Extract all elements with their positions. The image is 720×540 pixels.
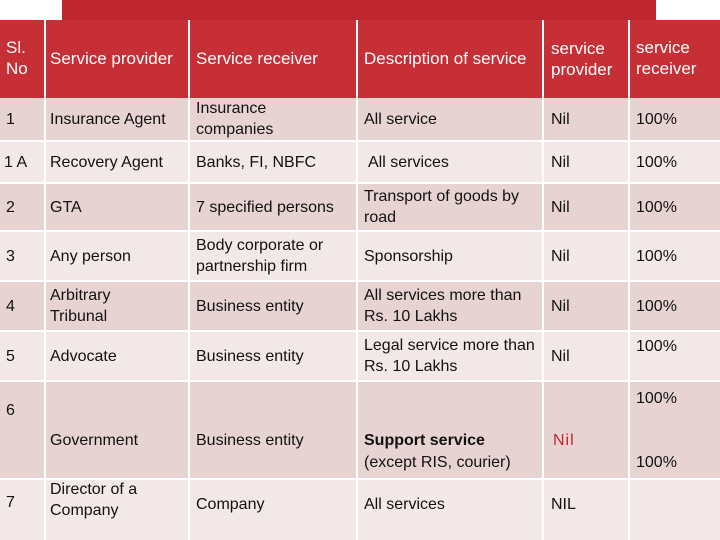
row-receiver: Company <box>196 495 265 513</box>
row-provider: Any person <box>50 247 131 265</box>
column-divider <box>44 20 46 540</box>
row-receiver: Insurance companies <box>196 100 274 138</box>
row-receiver-pct: 100% <box>636 247 677 265</box>
row-provider: Insurance Agent <box>50 110 166 128</box>
header-receiver-share: service receiver <box>636 38 697 78</box>
row-sl: 5 <box>6 347 15 365</box>
row-description: All services <box>364 495 445 513</box>
row-receiver-pct: 100% <box>636 337 677 355</box>
row-receiver-pct: 100% <box>636 453 677 471</box>
row-provider-pct: NIL <box>551 495 576 513</box>
row-sl: 4 <box>6 297 15 315</box>
row-receiver: 7 specified persons <box>196 198 334 216</box>
table-header: Sl. No Service provider Service receiver… <box>0 20 720 100</box>
row-description: Legal service more than Rs. 10 Lakhs <box>364 337 535 375</box>
row-sl: 1 A <box>4 153 28 171</box>
row-receiver-pct-top: 100% <box>636 389 677 407</box>
table-row: 4 Arbitrary Tribunal Business entity All… <box>0 282 720 332</box>
row-description-note: (except RIS, courier) <box>364 453 511 471</box>
header-description: Description of service <box>364 48 527 68</box>
row-provider: Government <box>50 431 139 449</box>
row-provider: Arbitrary Tribunal <box>50 287 111 325</box>
row-description: Transport of goods by road <box>364 188 520 226</box>
row-receiver: Business entity <box>196 431 304 449</box>
row-provider-pct: Nil <box>551 110 570 128</box>
table-row: 2 GTA 7 specified persons Transport of g… <box>0 184 720 232</box>
row-provider-pct: Nil <box>551 347 570 365</box>
column-divider <box>356 20 358 540</box>
title-bar <box>62 0 656 20</box>
row-sl: 3 <box>6 247 15 265</box>
row-provider: Director of a Company <box>50 481 138 519</box>
header-sl-no: Sl. No <box>6 38 28 78</box>
row-sl: 6 <box>6 401 15 419</box>
row-receiver: Business entity <box>196 347 304 365</box>
row-provider: GTA <box>50 198 82 216</box>
row-description: All service <box>364 110 437 128</box>
table-row: 7 Director of a Company Company All serv… <box>0 480 720 540</box>
row-description-main: Support service <box>364 431 485 449</box>
row-description: Sponsorship <box>364 247 453 265</box>
table-row: 6 Government Business entity Support ser… <box>0 382 720 480</box>
row-provider: Advocate <box>50 347 117 365</box>
row-provider-pct: Nil <box>553 431 575 449</box>
table-row: 1 A Recovery Agent Banks, FI, NBFC All s… <box>0 142 720 184</box>
row-provider: Recovery Agent <box>50 153 163 171</box>
header-service-provider: Service provider <box>50 48 173 68</box>
row-description: All services more than Rs. 10 Lakhs <box>364 287 522 325</box>
column-divider <box>542 20 544 540</box>
row-receiver: Business entity <box>196 297 304 315</box>
row-provider-pct: Nil <box>551 153 570 171</box>
row-receiver: Banks, FI, NBFC <box>196 153 317 171</box>
header-service-receiver: Service receiver <box>196 48 318 68</box>
row-receiver-pct: 100% <box>636 153 677 171</box>
table-row: 5 Advocate Business entity Legal service… <box>0 332 720 382</box>
row-sl: 1 <box>6 110 15 128</box>
row-sl: 7 <box>6 493 15 511</box>
table-row: 1 Insurance Agent Insurance companies Al… <box>0 98 720 142</box>
row-receiver-pct: 100% <box>636 198 677 216</box>
row-provider-pct: Nil <box>551 297 570 315</box>
row-description: All services <box>368 153 449 171</box>
row-provider-pct: Nil <box>551 247 570 265</box>
column-divider <box>628 20 630 540</box>
table-row: 3 Any person Body corporate or partnersh… <box>0 232 720 282</box>
row-receiver-pct: 100% <box>636 110 677 128</box>
row-receiver-pct: 100% <box>636 297 677 315</box>
row-provider-pct: Nil <box>551 198 570 216</box>
row-sl: 2 <box>6 198 15 216</box>
column-divider <box>188 20 190 540</box>
header-provider-share: service provider <box>551 39 613 79</box>
row-receiver: Body corporate or partnership firm <box>196 237 324 275</box>
